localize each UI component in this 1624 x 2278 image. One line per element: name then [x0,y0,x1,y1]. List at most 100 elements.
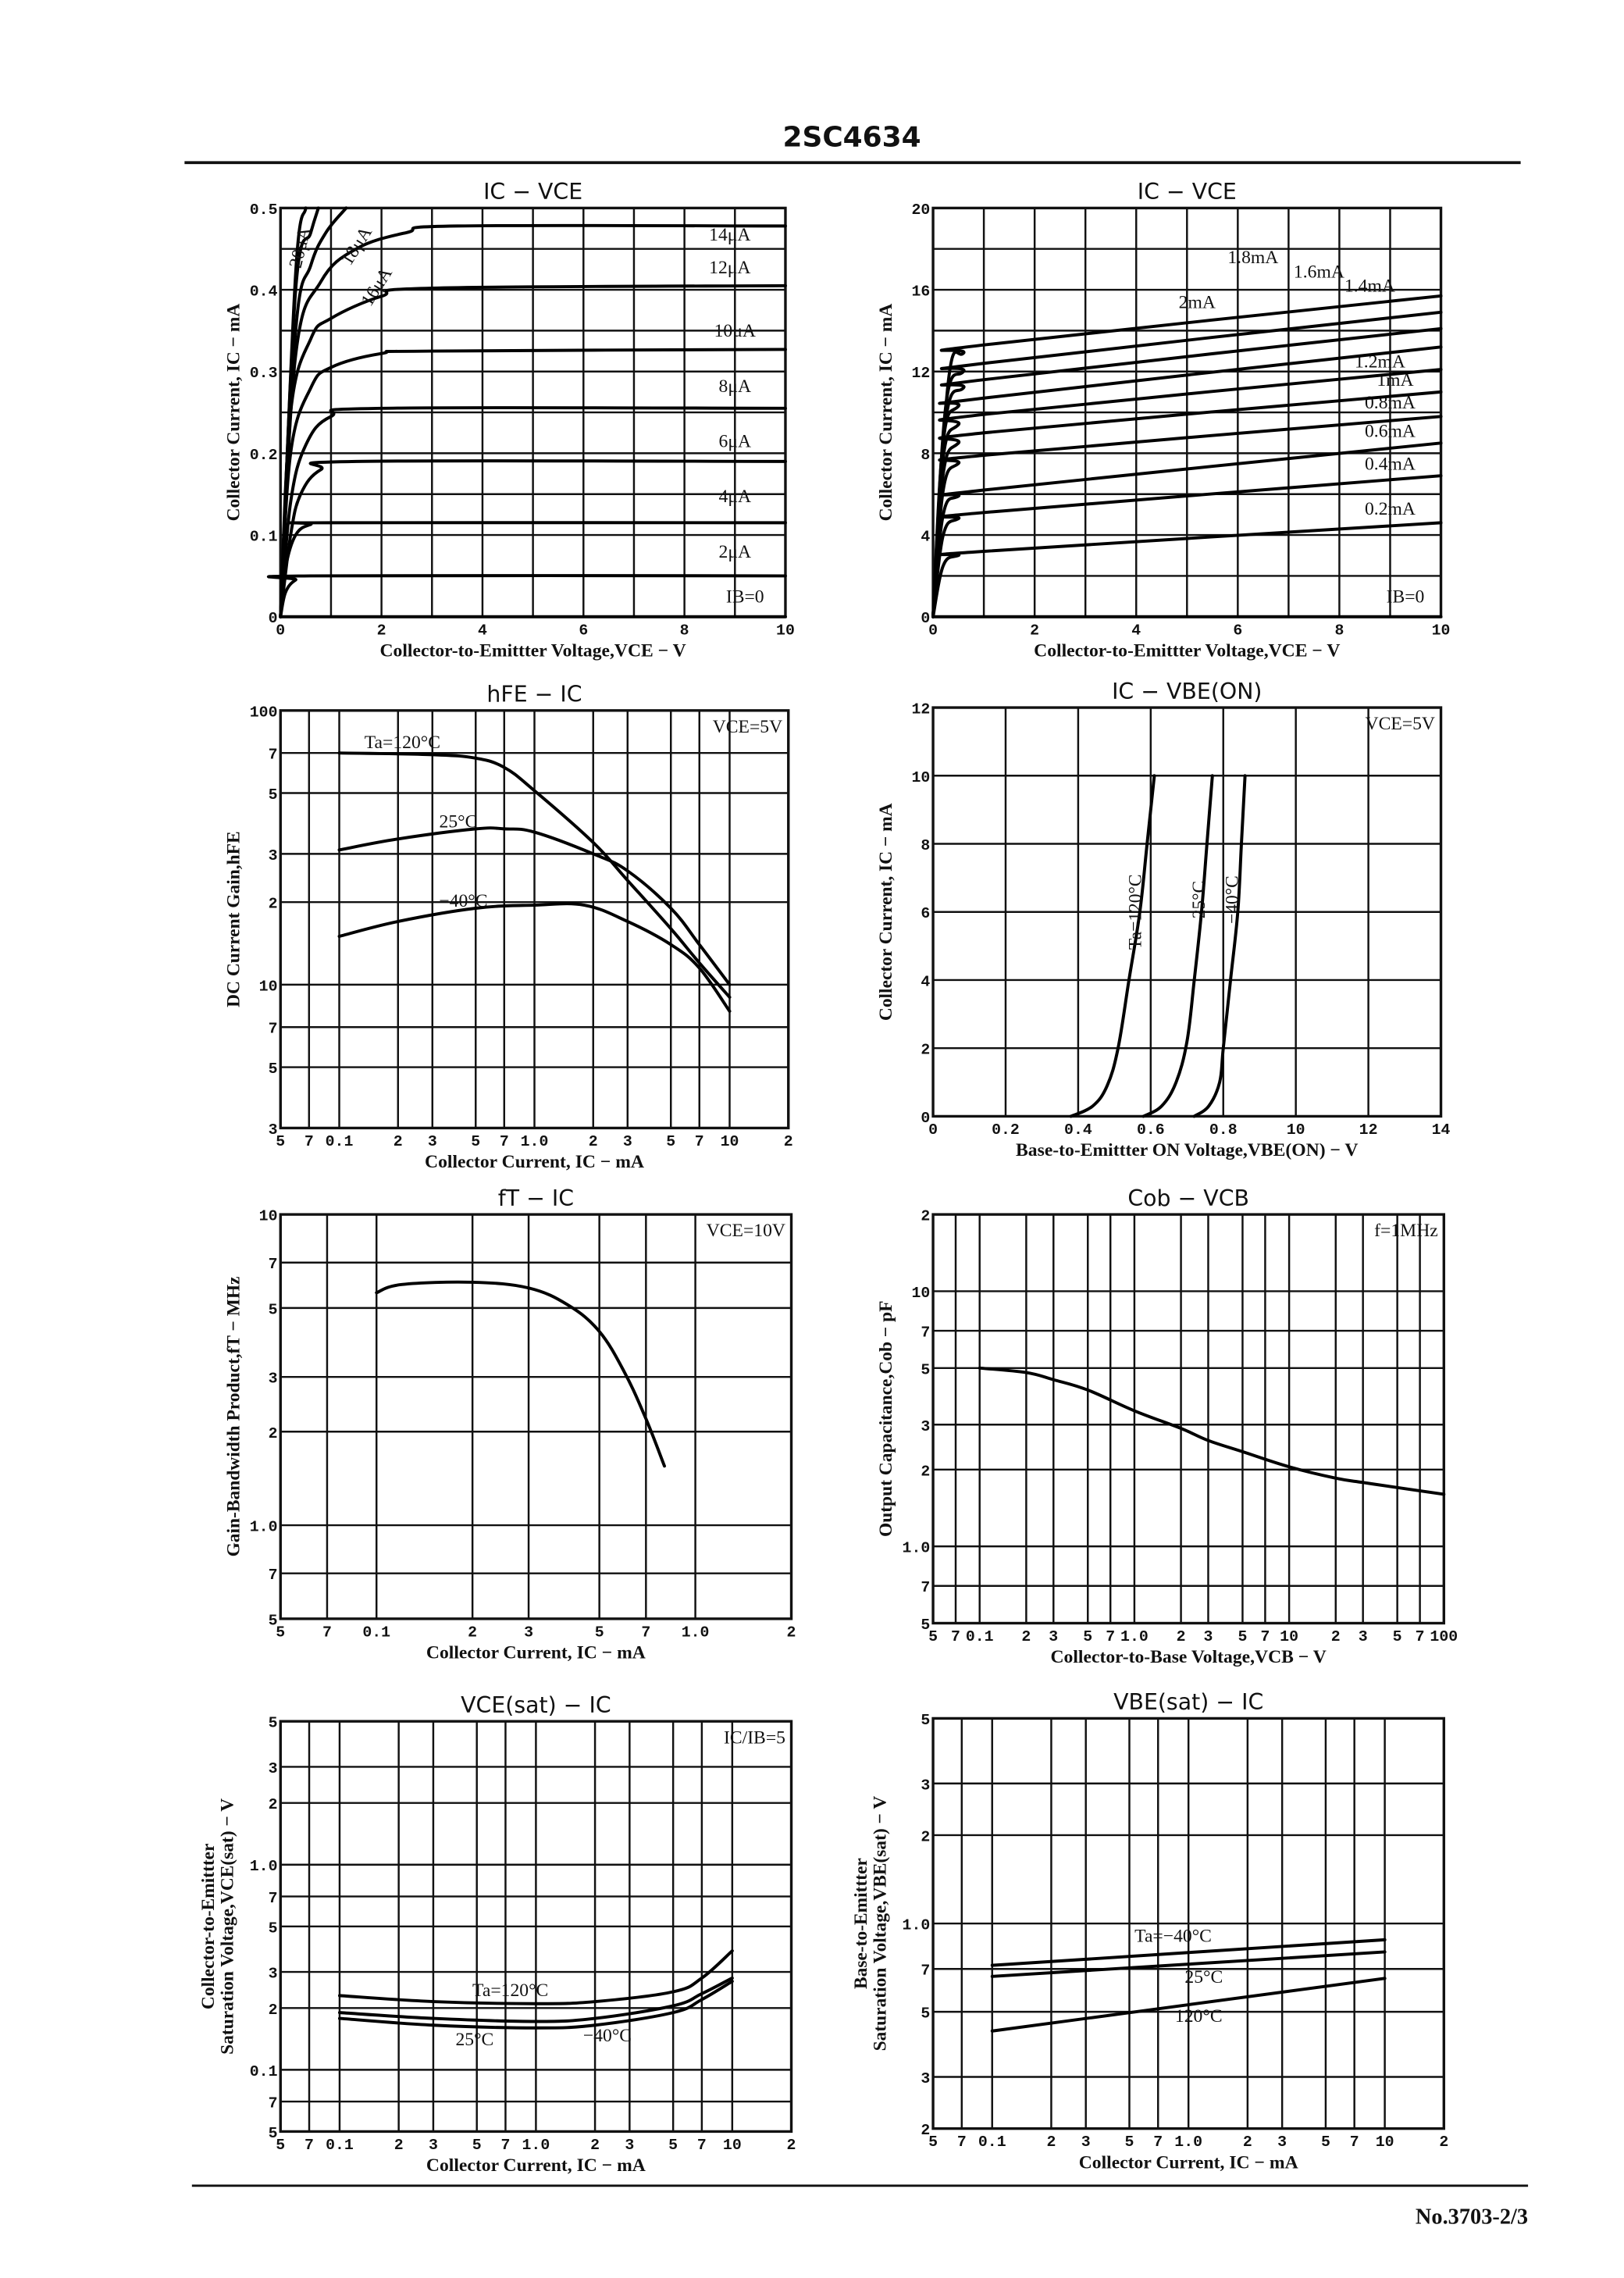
x-axis-label: Collector Current, IC − mA [1079,2152,1298,2173]
y-tick-label: 4 [921,974,930,991]
y-tick-label: 5 [269,1612,278,1629]
chart-title: hFE − IC [486,682,582,708]
series-curve [990,1977,1387,2033]
y-tick-label: 7 [269,1256,278,1273]
condition-annotation: VCE=5V [1366,714,1435,734]
y-tick-label: 5 [921,1361,930,1378]
y-tick-label: 3 [269,1760,278,1777]
y-tick-label: 0.2 [250,447,278,464]
x-tick-label: 1.0 [1174,2134,1202,2151]
series-curve [931,294,1443,619]
x-tick-label: 7 [951,1628,960,1645]
x-tick-label: 100 [1430,1628,1458,1645]
x-tick-label: 5 [668,2137,678,2154]
series-curve [375,1280,667,1468]
series-label: 1.6mA [1294,262,1344,282]
y-tick-label: 0.5 [250,201,278,219]
x-tick-label: 2 [787,1624,796,1641]
y-tick-label: 4 [921,529,930,546]
x-tick-label: 3 [1359,1628,1368,1645]
x-tick-label: 8 [1334,622,1344,639]
plot-frame [279,1720,793,2134]
y-tick-label: 3 [269,1121,278,1139]
x-tick-label: 5 [1083,1628,1092,1645]
x-tick-label: 12 [1359,1121,1378,1139]
x-tick-label: 5 [276,2137,285,2154]
x-tick-label: 7 [1350,2134,1359,2151]
x-tick-label: 0.8 [1209,1121,1238,1139]
series-label: 25°C [1184,1967,1223,1987]
series-curve [1069,774,1156,1118]
y-tick-label: 8 [921,447,930,464]
plot-frame [279,709,790,1130]
series-label: IB=0 [726,587,764,608]
y-tick-label: 0 [921,1110,930,1127]
plot-frame [931,706,1443,1118]
y-tick-label: 5 [921,1712,930,1729]
y-tick-label: 20 [911,201,930,219]
y-axis-label: DC Current Gain,hFE [223,831,244,1007]
series-curve [337,1980,734,2030]
x-tick-label: 5 [1238,1628,1247,1645]
x-tick-label: 3 [428,1133,437,1150]
x-tick-label: 3 [524,1624,533,1641]
x-tick-label: 8 [680,622,689,639]
chart-1: 0 2 4 6 8 10 0 0.1 0.2 0.3 0.4 0.5 IC − VCE Collector… [223,179,795,661]
y-tick-label: 7 [921,1324,930,1342]
x-tick-label: 2 [590,2137,600,2154]
y-tick-label: 5 [269,2125,278,2142]
y-axis-label: Base-to-Emittter [851,1858,871,1989]
y-axis-label: Saturation Voltage,VCE(sat) − V [218,1799,238,2055]
y-tick-label: 2 [921,1042,930,1059]
y-tick-label: 3 [269,1966,278,1983]
condition-annotation: f=1MHz [1374,1221,1438,1241]
x-tick-label: 5 [276,1624,285,1641]
y-tick-label: 1.0 [250,1519,278,1536]
x-tick-label: 0.2 [992,1121,1020,1139]
x-tick-label: 7 [304,2137,314,2154]
x-tick-label: 2 [1243,2134,1252,2151]
y-tick-label: 5 [269,1715,278,1732]
series-curve [990,1938,1387,1967]
series-label: 2μA [719,542,752,562]
y-axis-label: Collector Current, IC − mA [876,803,896,1021]
series-curve [931,521,1443,619]
x-tick-label: 6 [579,622,588,639]
series-curve [1141,774,1214,1118]
x-tick-label: 5 [928,1628,938,1645]
y-tick-label: 7 [269,1567,278,1584]
chart-title: IC − VCE [1138,179,1237,205]
series-label: 0.6mA [1365,422,1416,442]
x-tick-label: 10 [1280,1628,1298,1645]
part-number-header: 2SC4634 [782,122,921,154]
x-tick-label: 2 [394,2137,404,2154]
series-label: 14μA [709,225,750,245]
series-label: 16μA [357,264,396,310]
series-label: −40°C [583,2026,632,2046]
y-tick-label: 3 [269,1371,278,1388]
x-tick-label: 1.0 [1120,1628,1149,1645]
x-tick-label: 6 [1233,622,1242,639]
y-tick-label: 0 [269,610,278,627]
y-tick-label: 5 [269,1301,278,1318]
x-axis-label: Collector Current, IC − mA [425,1152,644,1172]
chart-title: IC − VBE(ON) [1112,679,1262,704]
y-tick-label: 10 [911,1285,930,1302]
plot-frame [279,1213,793,1620]
y-tick-label: 3 [921,1777,930,1794]
x-tick-label: 0 [928,1121,938,1139]
x-tick-label: 7 [695,1133,704,1150]
x-tick-label: 0.1 [326,2137,354,2154]
x-tick-label: 0.1 [966,1628,994,1645]
y-tick-label: 5 [269,786,278,804]
chart-title: VCE(sat) − IC [461,1692,611,1718]
x-tick-label: 5 [1393,1628,1402,1645]
series-label: 120°C [1175,2006,1223,2027]
x-tick-label: 10 [723,2137,742,2154]
x-tick-label: 7 [1260,1628,1270,1645]
y-tick-label: 5 [269,1061,278,1078]
y-tick-label: 5 [921,1617,930,1634]
x-tick-label: 10 [1376,2134,1394,2151]
